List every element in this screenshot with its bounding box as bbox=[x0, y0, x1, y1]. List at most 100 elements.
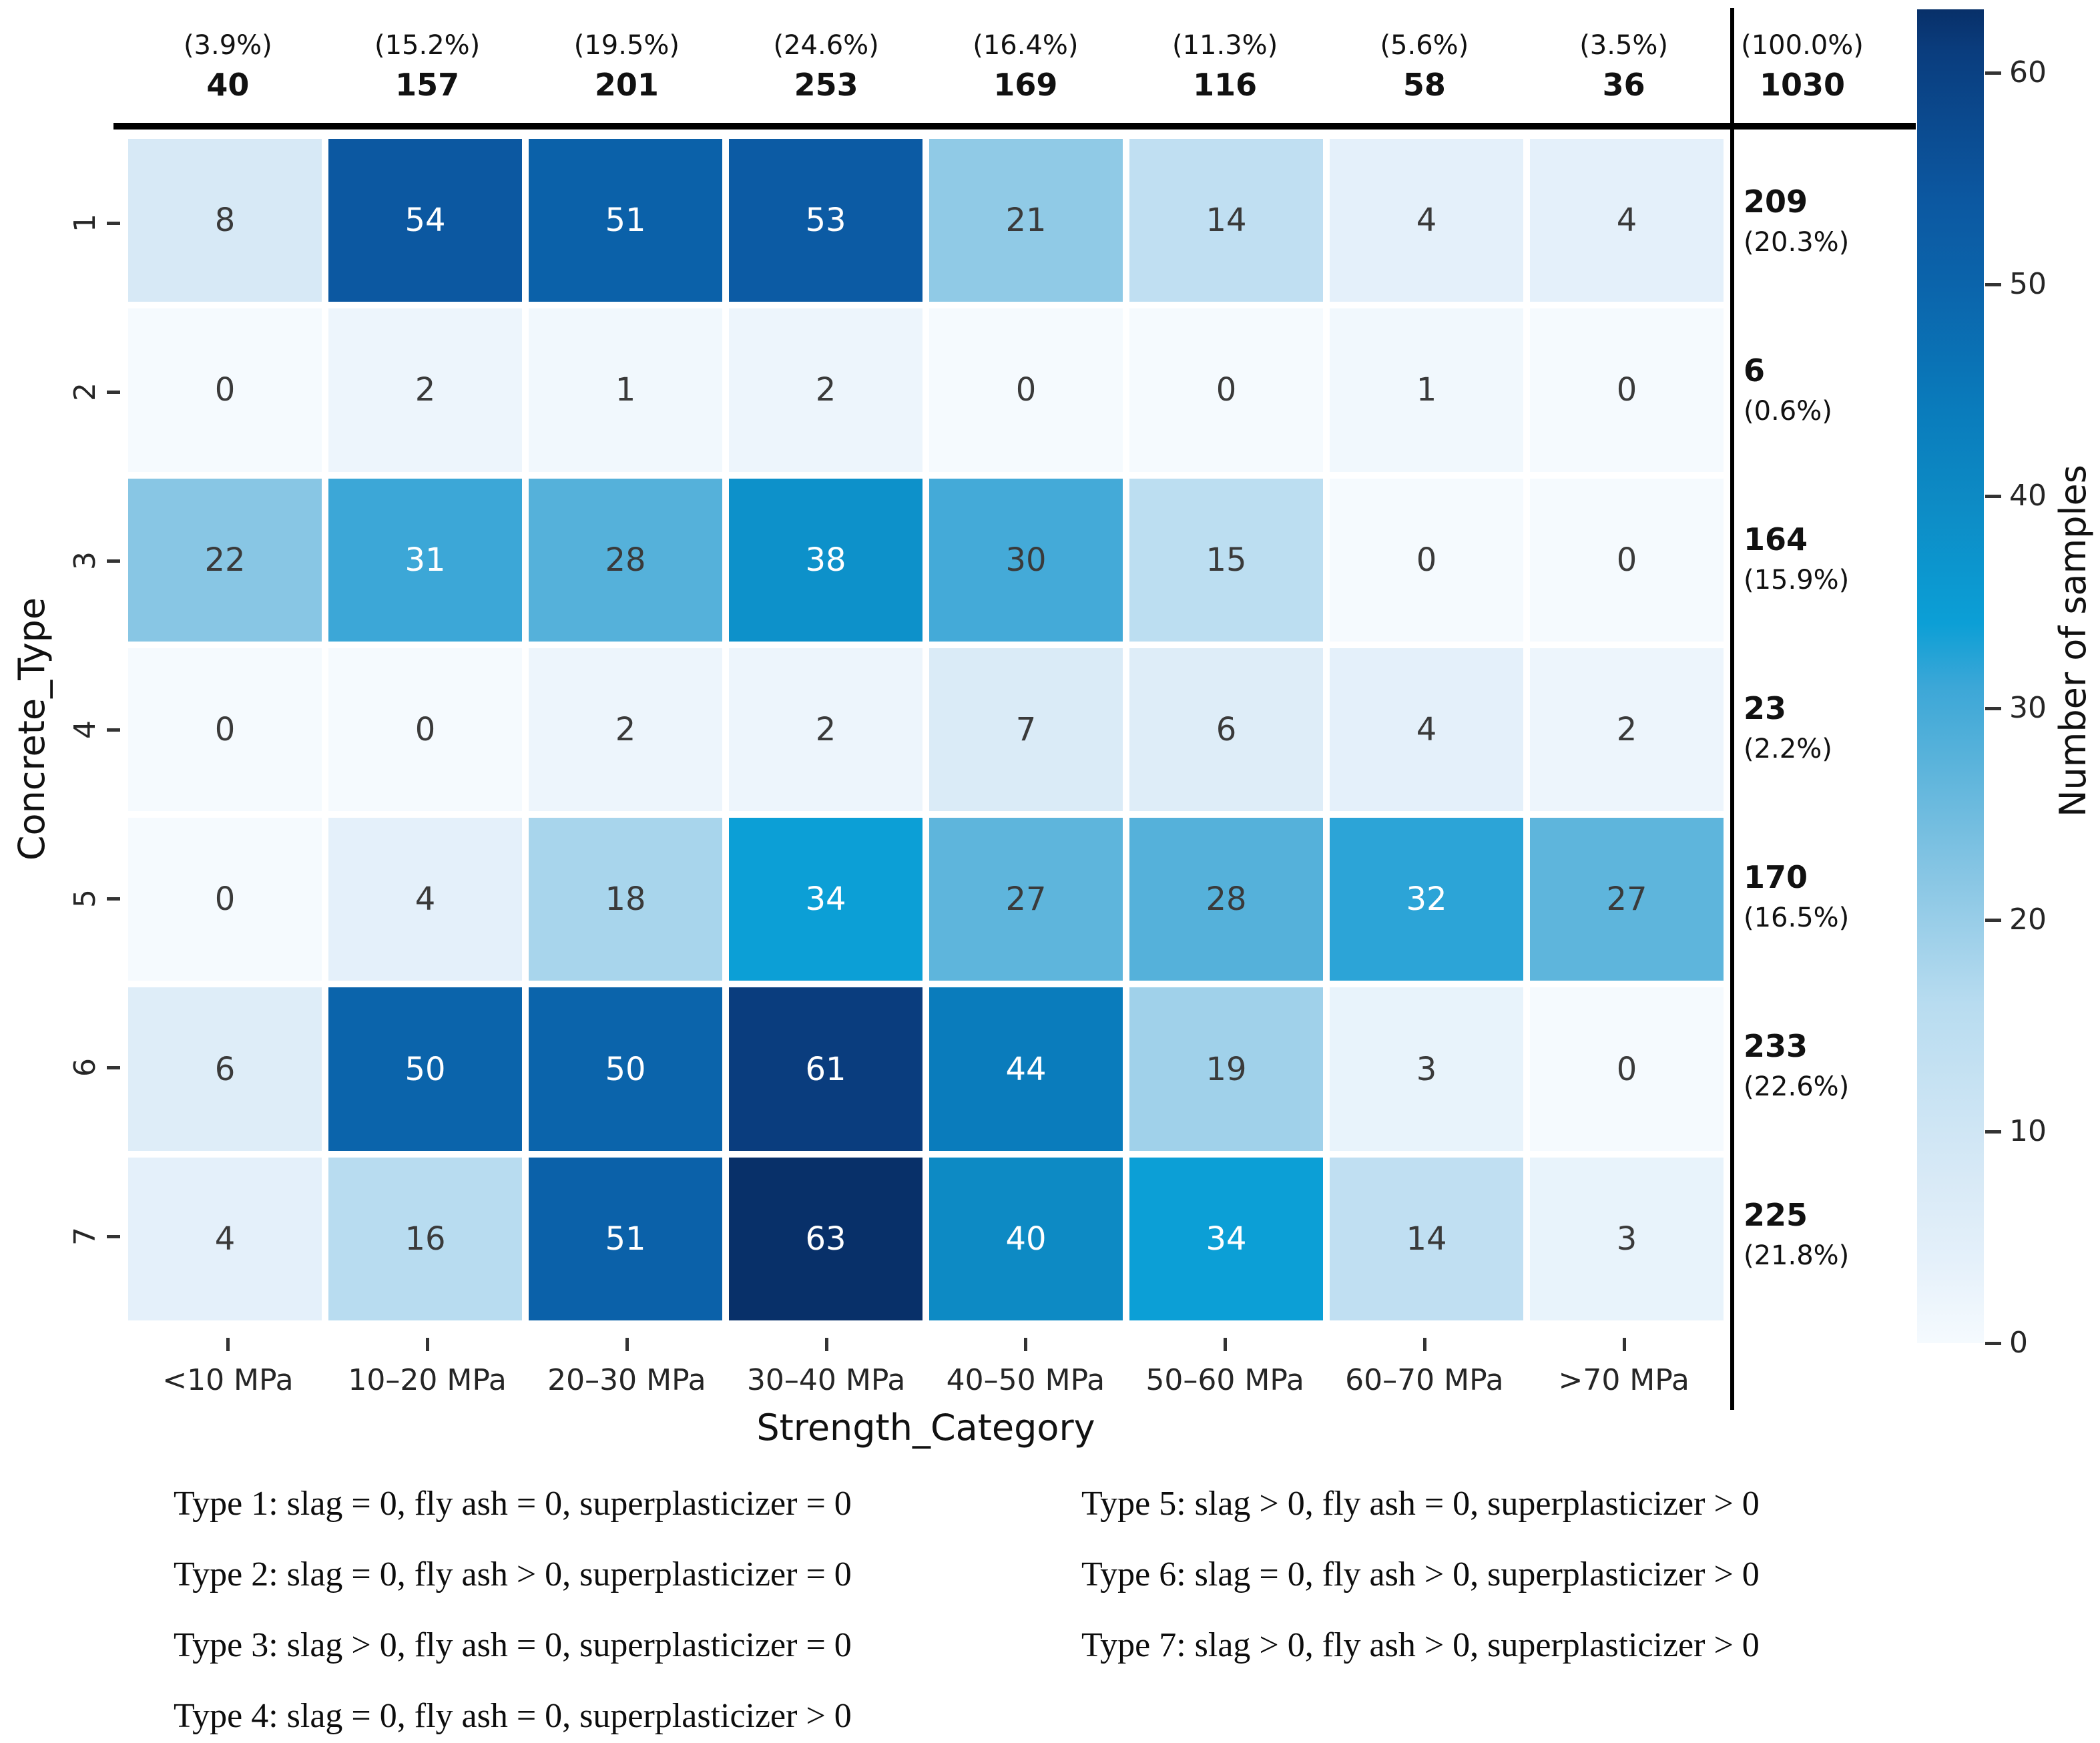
cell-r4-c6: 6 bbox=[1129, 648, 1323, 812]
cell-r6-c3: 50 bbox=[529, 987, 722, 1151]
col-total-count: 116 bbox=[1193, 67, 1258, 103]
colorbar-tick-label-40: 40 bbox=[2009, 479, 2047, 513]
cell-r5-c3: 18 bbox=[529, 818, 722, 981]
x-tick-label-8: >70 MPa bbox=[1558, 1363, 1689, 1397]
cell-r5-c6: 28 bbox=[1129, 818, 1323, 981]
cell-r3-c8: 0 bbox=[1530, 478, 1724, 642]
cell-r4-c7: 4 bbox=[1330, 648, 1523, 812]
cell-r1-c5: 21 bbox=[929, 139, 1123, 302]
cell-r3-c4: 38 bbox=[729, 478, 923, 642]
cell-r3-c3: 28 bbox=[529, 478, 722, 642]
legend-type-6: Type 6: slag = 0, fly ash > 0, superplas… bbox=[1081, 1555, 1760, 1593]
col-total-7: (5.6%) 58 bbox=[1318, 27, 1531, 105]
y-tick-label-5: 5 bbox=[67, 889, 102, 908]
col-total-2: (15.2%) 157 bbox=[320, 27, 534, 105]
cell-r1-c1: 8 bbox=[128, 139, 322, 302]
x-tick-label-4: 30–40 MPa bbox=[746, 1363, 906, 1397]
cell-r2-c4: 2 bbox=[729, 308, 923, 472]
y-tick-label-6: 6 bbox=[67, 1057, 102, 1077]
row-total-4: 23 (2.2%) bbox=[1744, 687, 1944, 768]
cell-r2-c2: 2 bbox=[328, 308, 522, 472]
row-total-count: 225 bbox=[1744, 1196, 1808, 1233]
cell-r6-c1: 6 bbox=[128, 987, 322, 1151]
x-tick-label-7: 60–70 MPa bbox=[1345, 1363, 1504, 1397]
cell-r6-c6: 19 bbox=[1129, 987, 1323, 1151]
cell-r6-c8: 0 bbox=[1530, 987, 1724, 1151]
cell-r3-c6: 15 bbox=[1129, 478, 1323, 642]
row-total-3: 164 (15.9%) bbox=[1744, 518, 1944, 599]
cell-r1-c4: 53 bbox=[729, 139, 923, 302]
cell-r4-c1: 0 bbox=[128, 648, 322, 812]
cell-r6-c4: 61 bbox=[729, 987, 923, 1151]
cell-r3-c5: 30 bbox=[929, 478, 1123, 642]
colorbar-tick-mark bbox=[1985, 71, 2001, 75]
y-tick-mark bbox=[107, 1234, 120, 1238]
row-total-7: 225 (21.8%) bbox=[1744, 1194, 1944, 1275]
cell-r4-c4: 2 bbox=[729, 648, 923, 812]
y-tick-mark bbox=[107, 559, 120, 563]
cell-r4-c8: 2 bbox=[1530, 648, 1724, 812]
col-total-pct: (24.6%) bbox=[773, 30, 879, 61]
row-total-pct: (20.3%) bbox=[1744, 227, 1850, 258]
x-tick-label-1: <10 MPa bbox=[162, 1363, 294, 1397]
row-total-count: 23 bbox=[1744, 690, 1787, 726]
row-total-pct: (2.2%) bbox=[1744, 734, 1832, 764]
x-tick-mark bbox=[1224, 1338, 1228, 1351]
col-total-pct: (16.4%) bbox=[973, 30, 1079, 61]
col-total-count: 169 bbox=[993, 67, 1058, 103]
row-total-count: 6 bbox=[1744, 352, 1766, 389]
cell-r6-c2: 50 bbox=[328, 987, 522, 1151]
col-total-count: 36 bbox=[1602, 67, 1645, 103]
y-axis-title: Concrete_Type bbox=[11, 597, 53, 861]
cell-r6-c5: 44 bbox=[929, 987, 1123, 1151]
col-total-3: (19.5%) 201 bbox=[520, 27, 734, 105]
legend-type-2: Type 2: slag = 0, fly ash > 0, superplas… bbox=[174, 1555, 852, 1593]
col-total-count: 40 bbox=[206, 67, 250, 103]
col-total-pct: (11.3%) bbox=[1171, 30, 1278, 61]
cell-r6-c7: 3 bbox=[1330, 987, 1523, 1151]
cell-r7-c5: 40 bbox=[929, 1157, 1123, 1320]
col-total-count: 58 bbox=[1402, 67, 1446, 103]
colorbar-title: Number of samples bbox=[2052, 465, 2094, 817]
cell-r2-c7: 1 bbox=[1330, 308, 1523, 472]
heatmap-grid: 8 54 51 53 21 14 4 4 0 2 1 2 0 0 1 0 22 31 28 38 30 15 0 0 0 0 2 2 7… bbox=[128, 139, 1724, 1320]
col-total-pct: (5.6%) bbox=[1380, 30, 1469, 61]
row-total-pct: (0.6%) bbox=[1744, 396, 1832, 427]
col-total-pct: (15.2%) bbox=[374, 30, 481, 61]
colorbar-tick-label-50: 50 bbox=[2009, 267, 2047, 302]
row-total-count: 170 bbox=[1744, 858, 1808, 895]
row-total-2: 6 (0.6%) bbox=[1744, 349, 1944, 431]
cell-r2-c6: 0 bbox=[1129, 308, 1323, 472]
cell-r4-c3: 2 bbox=[529, 648, 722, 812]
cell-r7-c7: 14 bbox=[1330, 1157, 1523, 1320]
cell-r5-c8: 27 bbox=[1530, 818, 1724, 981]
col-total-4: (24.6%) 253 bbox=[720, 27, 933, 105]
header-rule bbox=[113, 123, 1916, 130]
cell-r7-c1: 4 bbox=[128, 1157, 322, 1320]
row-total-count: 233 bbox=[1744, 1027, 1808, 1064]
cell-r7-c4: 63 bbox=[729, 1157, 923, 1320]
cell-r1-c2: 54 bbox=[328, 139, 522, 302]
colorbar-tick-label-20: 20 bbox=[2009, 902, 2047, 937]
col-total-1: (3.9%) 40 bbox=[121, 27, 334, 105]
cell-r7-c3: 51 bbox=[529, 1157, 722, 1320]
grand-total-count: 1030 bbox=[1759, 67, 1846, 103]
colorbar-tick-label-0: 0 bbox=[2009, 1326, 2028, 1360]
y-tick-mark bbox=[107, 222, 120, 226]
cell-r5-c2: 4 bbox=[328, 818, 522, 981]
col-total-pct: (19.5%) bbox=[573, 30, 680, 61]
y-tick-label-4: 4 bbox=[67, 720, 102, 739]
colorbar-tick-mark bbox=[1985, 495, 2001, 499]
row-total-pct: (16.5%) bbox=[1744, 902, 1850, 933]
row-total-5: 170 (16.5%) bbox=[1744, 856, 1944, 937]
colorbar-tick-mark bbox=[1985, 918, 2001, 922]
colorbar-tick-label-10: 10 bbox=[2009, 1113, 2047, 1148]
row-total-1: 209 (20.3%) bbox=[1744, 180, 1944, 262]
col-total-count: 157 bbox=[395, 67, 460, 103]
cell-r7-c6: 34 bbox=[1129, 1157, 1323, 1320]
x-axis-title: Strength_Category bbox=[756, 1407, 1095, 1449]
cell-r7-c2: 16 bbox=[328, 1157, 522, 1320]
y-tick-label-1: 1 bbox=[67, 214, 102, 233]
x-tick-mark bbox=[625, 1338, 629, 1351]
y-tick-mark bbox=[107, 897, 120, 901]
